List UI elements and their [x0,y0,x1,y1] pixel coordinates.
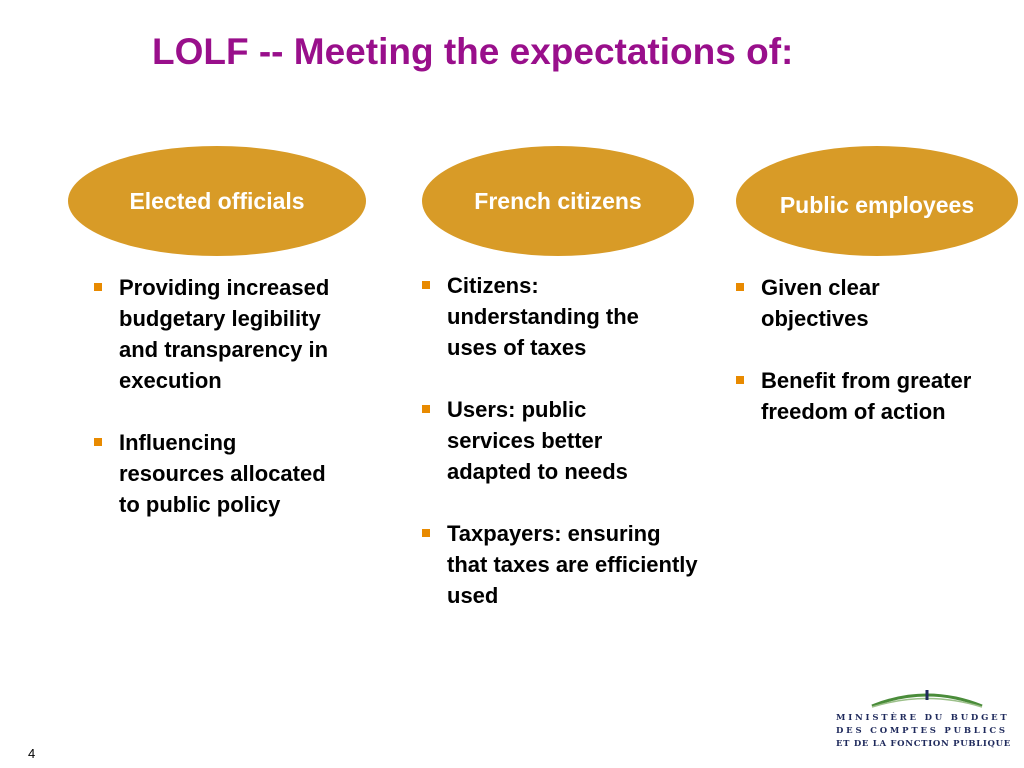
logo-line-3: ET DE LA FONCTION PUBLIQUE [836,739,1011,749]
square-bullet-icon [94,283,102,291]
square-bullet-icon [422,281,430,289]
bullet-text: Influencing resources allocated to publi… [119,430,326,517]
square-bullet-icon [736,283,744,291]
column-public-employees: Given clear objectives Benefit from grea… [733,272,1015,427]
bullet-item: Given clear objectives [733,272,931,334]
bullet-item: Users: public services better adapted to… [419,394,679,487]
bullet-text: Benefit from greater freedom of action [761,368,972,424]
oval-elected-officials: Elected officials [68,146,366,256]
oval-label: Public employees [779,191,975,218]
square-bullet-icon [422,529,430,537]
bullet-item: Taxpayers: ensuring that taxes are effic… [419,518,701,611]
slide-title: LOLF -- Meeting the expectations of: [152,31,794,72]
bullet-text: Given clear objectives [761,275,880,331]
page-number: 4 [28,746,36,761]
bullet-text: Taxpayers: ensuring that taxes are effic… [447,521,698,608]
ministry-logo-text: MINISTÈRE DU BUDGET DES COMPTES PUBLICS … [836,712,1012,751]
logo-line-1: MINISTÈRE DU BUDGET [836,713,1010,723]
square-bullet-icon [422,405,430,413]
bullet-item: Citizens: understanding the uses of taxe… [419,270,679,363]
oval-label: French citizens [474,187,642,214]
bullet-text: Providing increased budgetary legibility… [119,275,330,393]
ministry-logo: MINISTÈRE DU BUDGET DES COMPTES PUBLICS … [836,688,1012,758]
bullet-item: Providing increased budgetary legibility… [91,272,331,396]
square-bullet-icon [94,438,102,446]
logo-line-2: DES COMPTES PUBLICS [836,726,1008,736]
square-bullet-icon [736,376,744,384]
oval-label: Elected officials [129,187,305,214]
oval-french-citizens: French citizens [422,146,694,256]
bullet-text: Users: public services better adapted to… [447,397,628,484]
bullet-item: Influencing resources allocated to publi… [91,427,331,520]
bullet-item: Benefit from greater freedom of action [733,365,1015,427]
bullet-text: Citizens: understanding the uses of taxe… [447,273,639,360]
column-elected-officials: Providing increased budgetary legibility… [91,272,331,520]
ministry-arc-logo-icon [871,690,983,708]
oval-public-employees: Public employees [736,146,1018,256]
column-french-citizens: Citizens: understanding the uses of taxe… [419,270,701,611]
